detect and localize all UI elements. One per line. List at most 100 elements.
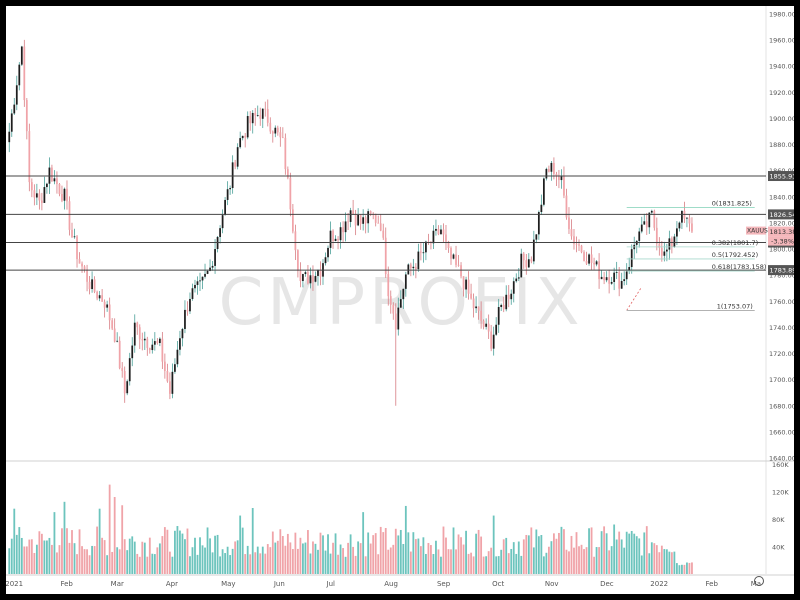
level-price-tag-box	[768, 209, 794, 220]
candle-body	[339, 227, 342, 241]
candle-body	[475, 306, 477, 309]
candle-body	[678, 222, 681, 229]
candle-body	[108, 304, 111, 321]
volume-bar	[440, 556, 442, 574]
volume-bar	[532, 547, 535, 574]
candle-body	[289, 177, 292, 210]
candle-body	[163, 361, 166, 371]
volume-bar	[578, 546, 580, 574]
volume-tick-label: 80K	[772, 516, 785, 524]
candle-body	[505, 294, 508, 310]
volume-bar	[445, 537, 447, 574]
candle-body	[542, 178, 545, 205]
volume-bar	[35, 544, 38, 574]
volume-bar	[573, 547, 575, 574]
candle-body	[673, 236, 676, 247]
volume-bar	[256, 546, 259, 574]
volume-bar	[91, 545, 93, 574]
volume-bar	[462, 544, 465, 574]
candle-body	[660, 247, 663, 256]
candle-body	[271, 131, 274, 134]
volume-bar	[568, 551, 570, 574]
candle-body	[81, 263, 83, 267]
candle-body	[425, 241, 427, 253]
volume-bar	[658, 552, 661, 574]
chart-area[interactable]: CMPROFIX 0(1831.825) 0.382(1801.7) 0.5(179…	[5, 6, 800, 594]
volume-bar	[555, 538, 558, 574]
candle-body	[540, 204, 543, 213]
volume-bar	[430, 545, 432, 574]
volume-bar	[101, 537, 104, 574]
candle-body	[435, 228, 437, 231]
candle-body	[169, 381, 171, 394]
volume-bar	[595, 547, 598, 574]
volume-bar	[179, 530, 181, 574]
symbol-tag-box	[746, 226, 766, 235]
price-tick-label: 1640.000	[769, 455, 794, 463]
volume-bar	[547, 546, 550, 574]
volume-bar	[414, 539, 417, 574]
candle-body	[470, 293, 472, 299]
candle-body	[650, 210, 653, 213]
candle-body	[392, 304, 395, 314]
candle-body	[665, 249, 668, 252]
volume-bar	[422, 537, 425, 574]
volume-bar	[40, 533, 43, 574]
candle-body	[136, 322, 139, 328]
settings-gear-icon[interactable]	[754, 576, 764, 586]
volume-bar	[327, 534, 329, 574]
candle-body	[294, 231, 297, 251]
price-tick-label: 1880.000	[769, 141, 794, 149]
volume-bar	[507, 553, 510, 574]
volume-bar	[123, 539, 126, 574]
volume-bar	[66, 528, 68, 574]
volume-bar	[620, 539, 623, 574]
volume-bar	[497, 556, 500, 574]
volume-bar	[48, 537, 51, 574]
volume-bar	[226, 546, 229, 574]
candle-body	[251, 112, 254, 124]
candle-body	[239, 138, 242, 148]
volume-bar	[302, 543, 304, 574]
candle-body	[261, 108, 264, 119]
volume-bar	[61, 528, 63, 574]
volume-bar	[457, 534, 460, 574]
candle-body	[199, 280, 201, 282]
candle-body	[93, 279, 96, 292]
candle-body	[369, 211, 372, 214]
price-chart[interactable]: CMPROFIX 0(1831.825)0.382(1801.7)0.5(179…	[5, 6, 800, 594]
volume-bar	[480, 536, 483, 574]
volume-bar	[510, 548, 513, 574]
volume-bar	[229, 555, 232, 574]
candle-body	[490, 331, 493, 349]
time-tick-label: Dec	[600, 580, 614, 588]
candle-body	[274, 127, 277, 134]
candle-body	[367, 211, 370, 224]
candle-body	[264, 108, 267, 110]
candle-body	[342, 227, 344, 233]
candle-body	[211, 265, 214, 268]
volume-bar	[372, 535, 375, 574]
volume-bar	[655, 545, 658, 574]
volume-bar	[389, 547, 392, 574]
candle-body	[389, 296, 392, 305]
volume-bar	[367, 532, 370, 574]
candle-body	[121, 368, 124, 371]
volume-bar	[38, 531, 41, 574]
candle-body	[663, 251, 666, 256]
candle-body	[219, 228, 221, 237]
volume-bar	[86, 549, 88, 574]
candle-body	[78, 259, 81, 264]
candle-body	[15, 85, 18, 105]
candle-body	[141, 339, 144, 341]
time-tick-label: Mar	[111, 580, 124, 588]
price-tick-label: 1900.000	[769, 115, 794, 123]
candle-body	[106, 304, 109, 308]
volume-bar	[394, 528, 397, 574]
volume-bar	[33, 552, 36, 574]
volume-bar	[98, 508, 101, 574]
volume-bar	[168, 551, 171, 574]
time-tick-label: 2022	[650, 580, 668, 588]
price-tick-label: 1960.000	[769, 37, 794, 45]
candle-body	[394, 313, 397, 330]
